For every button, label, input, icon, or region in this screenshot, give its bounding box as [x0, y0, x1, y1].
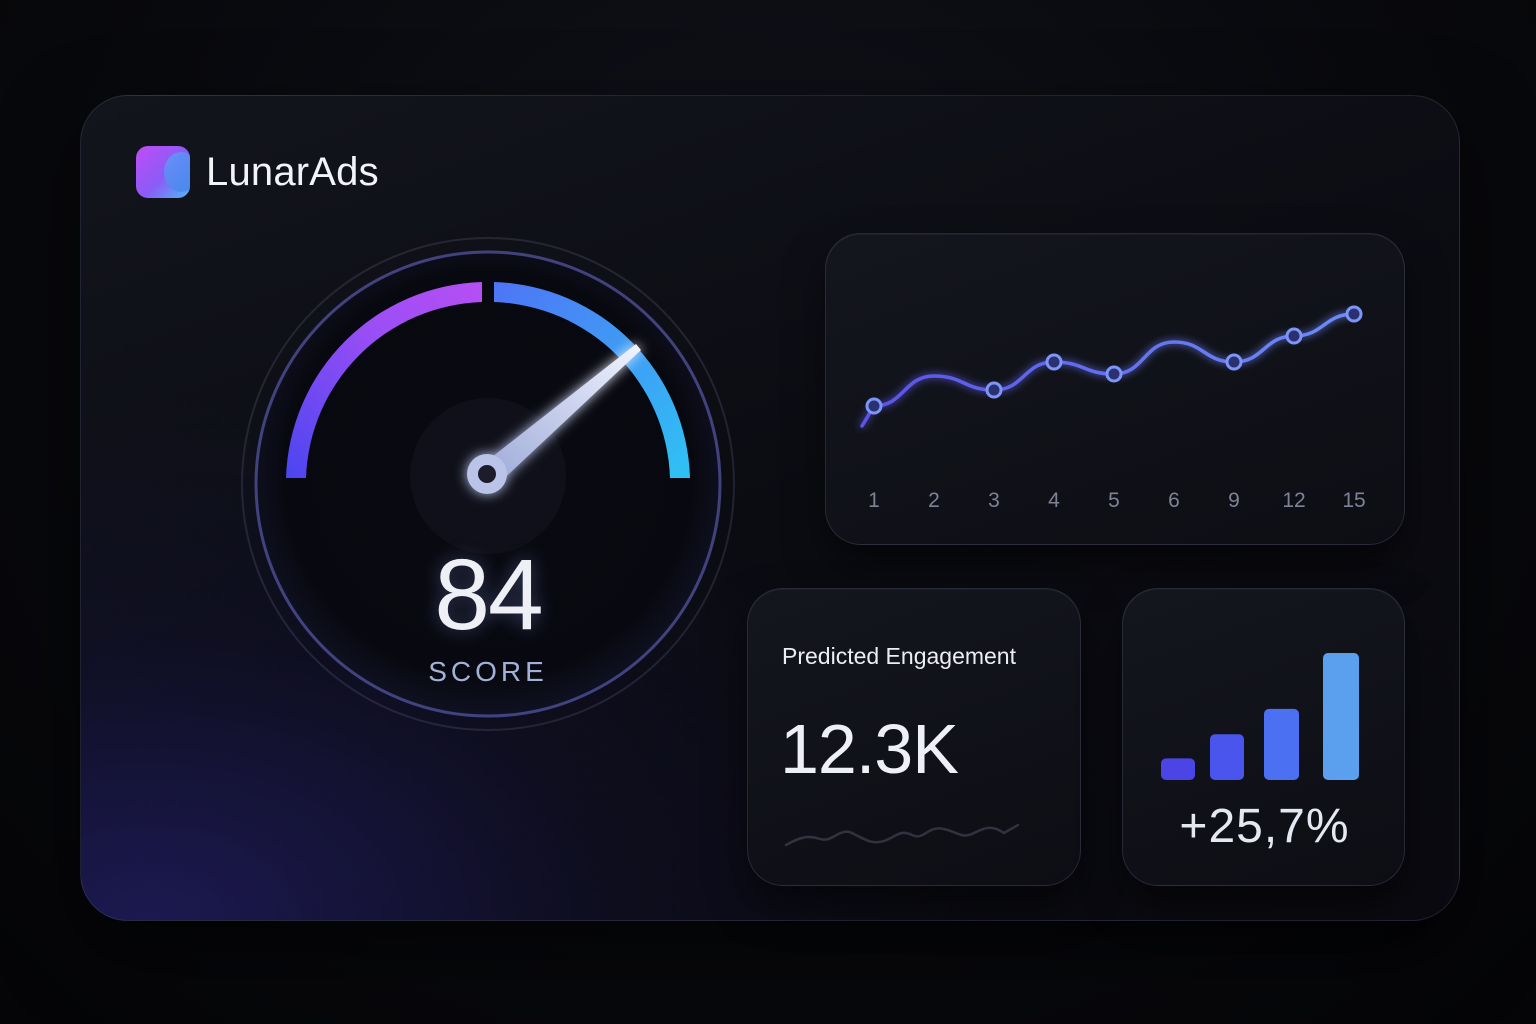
x-tick-label: 6	[1168, 489, 1180, 512]
trend-data-point	[985, 381, 1003, 399]
score-label: SCORE	[428, 656, 548, 687]
gauge-arc-right	[494, 282, 690, 478]
growth-bar	[1161, 758, 1195, 780]
gauge-graphic	[241, 237, 735, 731]
trend-chart-card: 1 2 3 4 5 6 9 12 15	[825, 233, 1405, 545]
engagement-card: Predicted Engagement 12.3K	[747, 588, 1081, 886]
x-tick-label: 15	[1342, 489, 1365, 512]
trend-data-point	[1045, 353, 1063, 371]
lunarads-logo-icon	[136, 146, 190, 198]
trend-data-point	[865, 397, 883, 415]
trend-data-point	[1285, 327, 1303, 345]
growth-value: +25,7%	[1179, 800, 1350, 853]
engagement-title: Predicted Engagement	[782, 643, 1016, 669]
engagement-sparkline	[784, 823, 1020, 847]
growth-bar-chart	[1161, 653, 1359, 780]
brand-name: LunarAds	[206, 149, 379, 194]
gauge-needle	[467, 344, 641, 494]
growth-bar	[1264, 708, 1299, 780]
growth-bar	[1323, 653, 1359, 780]
x-tick-label: 4	[1048, 489, 1060, 512]
score-gauge: 84 SCORE	[238, 236, 738, 736]
trend-line-chart: 1 2 3 4 5 6 9 12 15	[860, 305, 1366, 512]
x-tick-label: 1	[868, 489, 880, 512]
growth-card: +25,7%	[1122, 588, 1405, 886]
trend-data-point	[1345, 305, 1363, 323]
x-tick-label: 5	[1108, 489, 1120, 512]
engagement-value: 12.3K	[780, 710, 959, 788]
gauge-arc-left	[286, 282, 482, 478]
trend-data-point	[1105, 365, 1123, 383]
x-tick-label: 12	[1282, 489, 1305, 512]
x-tick-label: 3	[988, 489, 1000, 512]
growth-bar	[1210, 734, 1244, 780]
x-tick-label: 9	[1228, 489, 1240, 512]
x-tick-label: 2	[928, 489, 940, 512]
brand[interactable]: LunarAds	[136, 146, 379, 198]
score-value: 84	[434, 539, 543, 651]
trend-data-point	[1225, 353, 1243, 371]
